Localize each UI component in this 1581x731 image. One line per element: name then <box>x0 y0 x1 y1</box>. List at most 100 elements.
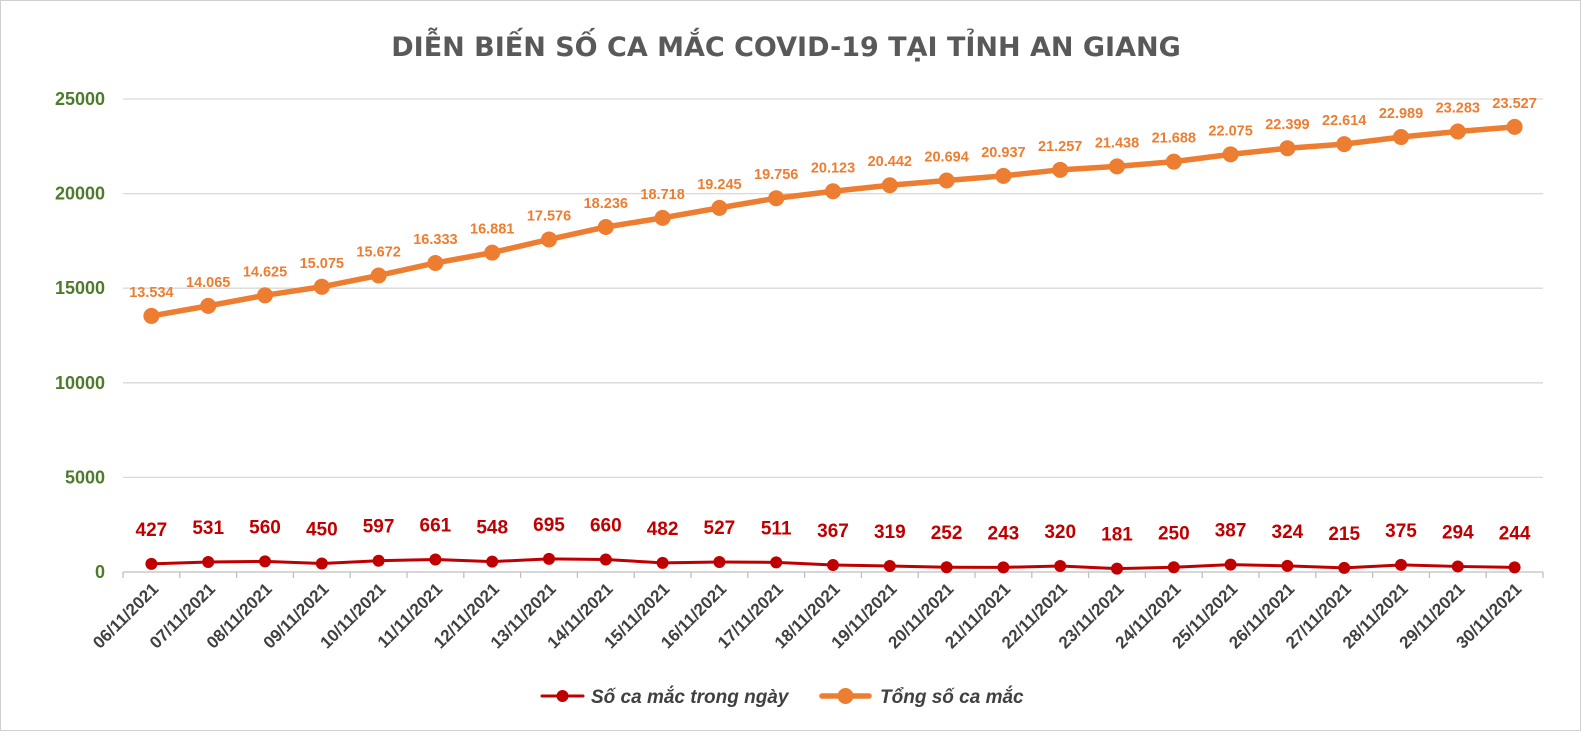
data-point-total <box>143 307 160 324</box>
data-point-daily <box>1508 561 1521 574</box>
data-point-daily <box>429 553 442 566</box>
data-label-total: 22.989 <box>1379 106 1423 122</box>
data-point-total <box>1165 153 1182 170</box>
data-label-total: 20.123 <box>811 160 855 176</box>
data-label-daily: 660 <box>590 516 622 537</box>
data-label-daily: 511 <box>761 518 792 539</box>
data-point-total <box>1506 118 1523 135</box>
data-point-daily <box>1224 558 1237 571</box>
data-point-daily <box>259 555 271 568</box>
data-label-total: 22.614 <box>1322 113 1366 129</box>
data-label-total: 16.333 <box>413 232 457 248</box>
data-point-total <box>995 167 1012 184</box>
data-point-daily <box>145 557 158 570</box>
data-label-daily: 375 <box>1385 521 1417 542</box>
data-label-daily: 531 <box>192 518 224 539</box>
data-label-daily: 244 <box>1499 523 1531 544</box>
data-label-total: 19.756 <box>754 167 798 183</box>
data-label-total: 23.283 <box>1436 100 1480 116</box>
data-label-daily: 560 <box>249 517 281 538</box>
data-point-daily <box>543 552 555 565</box>
data-label-total: 14.065 <box>186 275 230 291</box>
data-label-daily: 482 <box>647 519 679 540</box>
data-point-daily <box>1451 560 1464 573</box>
y-tick-label: 15000 <box>55 278 105 298</box>
data-point-total <box>484 244 501 261</box>
chart-title: DIỄN BIẾN SỐ CA MẮC COVID-19 TẠI TỈNH AN… <box>391 27 1181 63</box>
data-label-total: 16.881 <box>470 222 514 238</box>
data-label-total: 15.672 <box>356 244 400 260</box>
data-point-total <box>541 231 557 248</box>
data-point-total <box>1109 158 1125 175</box>
data-label-total: 14.625 <box>243 264 287 280</box>
data-label-daily: 661 <box>420 515 452 536</box>
legend-marker-daily <box>556 690 569 702</box>
data-label-total: 20.937 <box>981 145 1025 161</box>
data-point-total <box>1336 136 1353 153</box>
data-point-daily <box>599 553 612 566</box>
data-label-total: 21.438 <box>1095 135 1139 151</box>
data-point-total <box>1449 123 1466 140</box>
data-point-daily <box>1167 561 1180 574</box>
data-label-total: 19.245 <box>697 177 741 193</box>
legend-label-total: Tổng số ca mắc <box>880 686 1024 708</box>
data-point-daily <box>372 554 385 567</box>
data-label-daily: 252 <box>931 523 963 544</box>
data-label-total: 18.236 <box>584 196 628 212</box>
data-point-daily <box>1111 562 1123 575</box>
data-point-daily <box>940 561 953 574</box>
data-point-daily <box>997 561 1010 574</box>
data-label-total: 22.075 <box>1208 123 1252 139</box>
data-label-total: 23.527 <box>1492 96 1536 112</box>
data-label-daily: 320 <box>1044 522 1076 543</box>
data-label-daily: 597 <box>363 517 395 538</box>
data-label-total: 22.399 <box>1265 117 1309 133</box>
y-tick-label: 25000 <box>55 89 105 109</box>
data-point-daily <box>770 556 783 569</box>
data-label-daily: 181 <box>1101 525 1133 546</box>
data-label-daily: 548 <box>476 518 508 539</box>
legend-marker-total <box>837 688 854 704</box>
data-label-total: 13.534 <box>129 285 173 301</box>
data-point-total <box>1279 140 1296 157</box>
data-point-total <box>200 297 217 314</box>
data-point-total <box>313 278 330 295</box>
data-label-daily: 215 <box>1328 524 1360 545</box>
data-point-total <box>427 254 444 271</box>
data-point-daily <box>202 555 215 568</box>
data-point-daily <box>486 555 499 568</box>
data-point-total <box>768 190 785 207</box>
data-point-total <box>1393 129 1409 146</box>
data-point-total <box>370 267 387 284</box>
data-label-daily: 527 <box>704 518 736 539</box>
data-label-daily: 250 <box>1158 523 1190 544</box>
data-point-total <box>597 218 614 235</box>
data-label-total: 17.576 <box>527 208 571 224</box>
data-point-daily <box>713 556 726 569</box>
y-tick-label: 0 <box>95 562 105 582</box>
data-point-total <box>1052 161 1069 178</box>
data-label-total: 18.718 <box>640 187 684 203</box>
data-point-total <box>711 199 728 216</box>
data-label-total: 21.688 <box>1152 131 1196 147</box>
data-label-total: 21.257 <box>1038 139 1082 155</box>
data-label-total: 15.075 <box>300 256 344 272</box>
y-tick-label: 5000 <box>65 467 105 487</box>
data-point-total <box>938 172 955 189</box>
data-label-daily: 695 <box>533 515 565 536</box>
data-label-daily: 294 <box>1442 522 1474 543</box>
y-tick-label: 20000 <box>55 184 105 204</box>
data-point-total <box>257 287 273 304</box>
data-point-daily <box>1338 561 1351 574</box>
data-label-total: 20.442 <box>868 154 912 170</box>
data-point-daily <box>656 556 669 569</box>
data-point-total <box>825 183 841 200</box>
data-label-total: 20.694 <box>924 149 968 165</box>
data-point-daily <box>315 557 328 570</box>
data-label-daily: 324 <box>1272 522 1304 543</box>
data-point-total <box>1222 146 1239 163</box>
data-label-daily: 427 <box>136 520 168 541</box>
data-point-daily <box>1395 558 1407 571</box>
